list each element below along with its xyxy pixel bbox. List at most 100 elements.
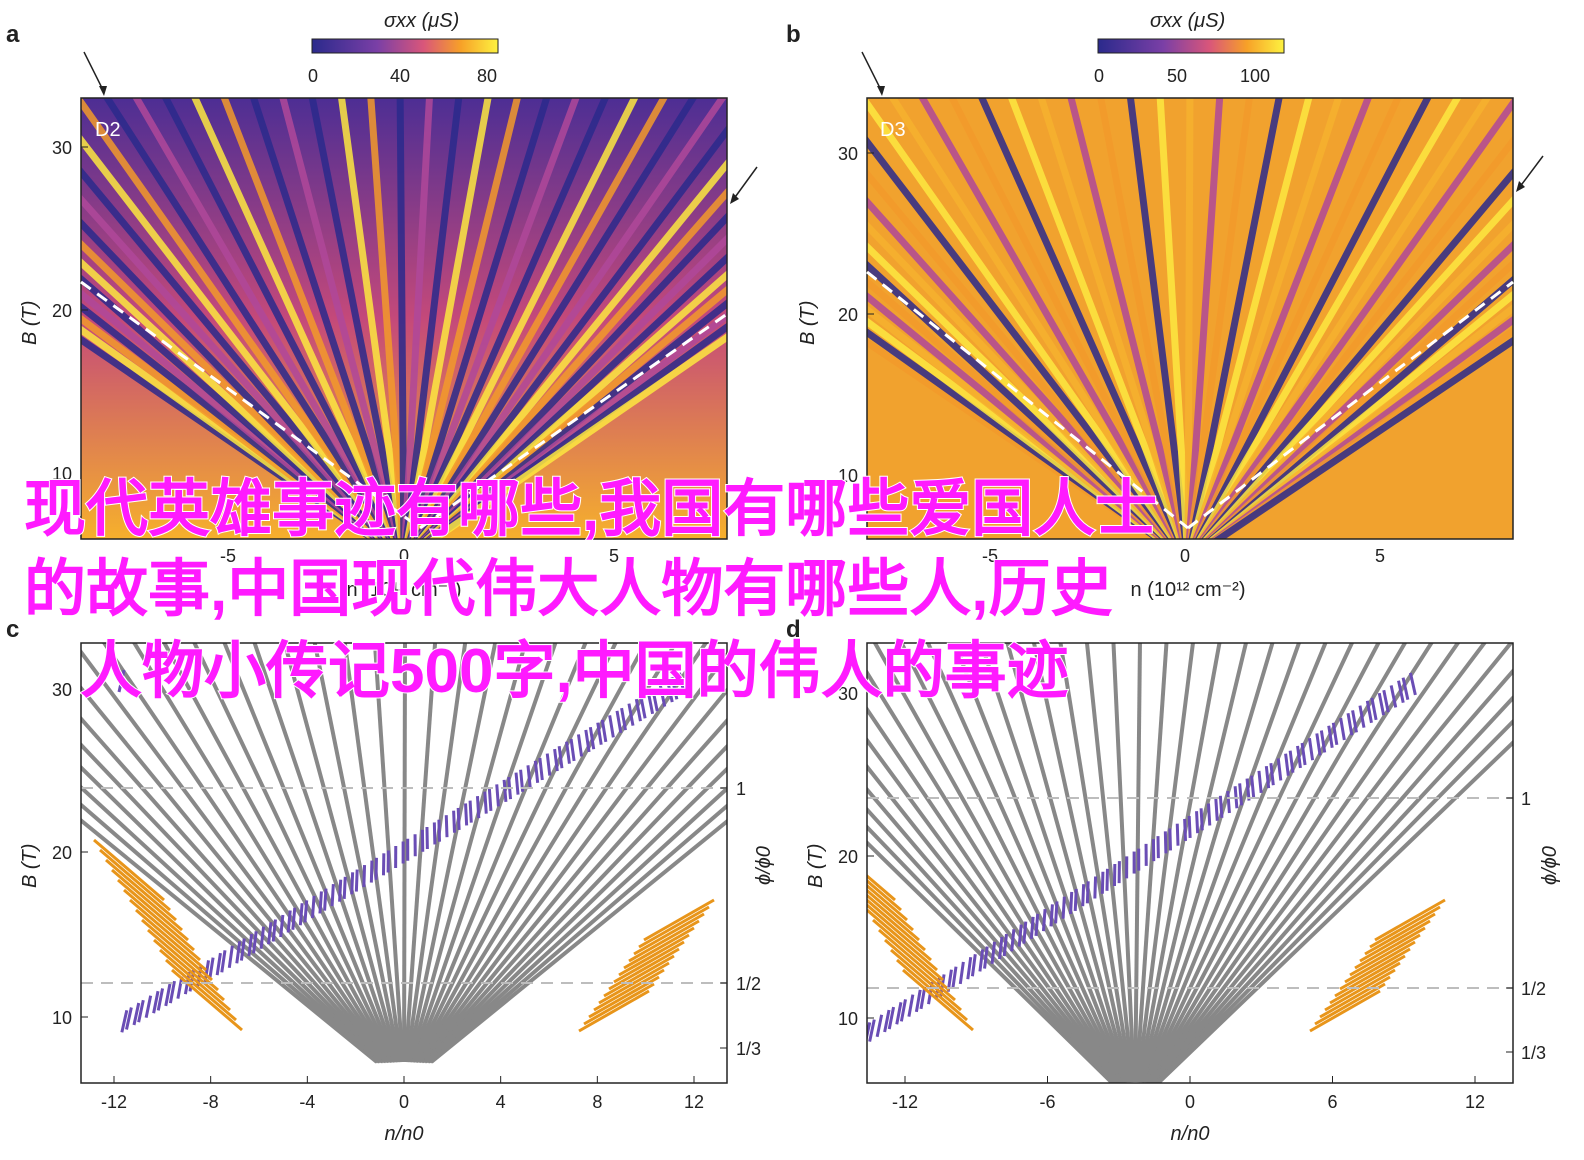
- fan-segment-orange: [638, 905, 710, 949]
- fan-line: [81, 817, 379, 1064]
- fan-segment-purple: [651, 688, 659, 712]
- fan-segment-purple: [475, 796, 481, 819]
- heatmap-ray: [81, 98, 394, 539]
- fan-line: [867, 806, 1116, 1083]
- device-label-b: D3: [880, 119, 906, 141]
- fan-segment-purple: [1245, 778, 1251, 801]
- fan-line: [978, 643, 1130, 1083]
- fan-segment-purple: [1226, 790, 1231, 814]
- fan-segment-purple: [907, 994, 915, 1017]
- fan-segment-orange: [1339, 947, 1411, 991]
- fan-line: [430, 818, 727, 1064]
- fan-segment-purple: [1315, 733, 1322, 756]
- fan-line: [1153, 667, 1513, 1083]
- fan-line: [192, 643, 396, 1063]
- fan-segment-purple: [1307, 738, 1315, 761]
- fan-segment-purple: [156, 988, 165, 1011]
- fan-segment-orange: [159, 948, 231, 1012]
- fan-segment-purple: [1022, 921, 1028, 944]
- fan-segment-orange: [884, 938, 956, 1002]
- heatmap-ray: [1126, 98, 1189, 539]
- heatmap-ray: [867, 260, 1171, 539]
- xlabel-d: n/n0: [1171, 1123, 1210, 1145]
- fan-segment-purple: [1284, 753, 1290, 776]
- xtick-b-5: 5: [1375, 546, 1385, 566]
- fan-segment-purple: [164, 983, 172, 1007]
- xlabel-a: n (10¹² cm⁻²): [347, 579, 462, 601]
- heatmap-ray: [867, 168, 1176, 539]
- fan-segment-orange: [878, 928, 950, 992]
- fan-segment-purple: [875, 1014, 884, 1038]
- heatmap-ray: [867, 136, 1177, 539]
- fan-segment-purple: [1351, 710, 1358, 733]
- heatmap-ray: [220, 98, 400, 539]
- fan-segment-purple: [1183, 818, 1188, 841]
- fan-segment-purple: [1081, 884, 1086, 907]
- fan-segment-purple: [1296, 745, 1302, 769]
- fan-segment-orange: [147, 928, 219, 992]
- ylabel-c: B (T): [19, 844, 41, 888]
- fan-segment-purple: [1093, 876, 1098, 899]
- fan-segment-purple: [303, 900, 309, 923]
- heatmap-ray: [415, 124, 727, 539]
- fan-line: [282, 643, 400, 1063]
- heatmap-ray: [367, 98, 407, 539]
- heatmap-ray: [1184, 98, 1194, 539]
- fan-segment-orange: [613, 940, 685, 984]
- fan-segment-orange: [117, 878, 189, 942]
- fan-line: [101, 643, 391, 1064]
- xtick-label: 0: [399, 1092, 409, 1112]
- heatmap-ray: [1198, 98, 1513, 539]
- dashed-boundary-left-a: [80, 280, 421, 530]
- fan-segment-orange: [1314, 982, 1386, 1026]
- fan-segment-purple: [468, 800, 473, 823]
- fan-line: [342, 643, 404, 1063]
- ylabel-d: B (T): [805, 844, 827, 888]
- fan-segment-orange: [867, 888, 914, 932]
- fan-segment-purple: [125, 1007, 133, 1030]
- fan-segment-purple: [576, 734, 584, 757]
- fan-segment-orange: [165, 958, 237, 1022]
- fan-segment-purple: [1168, 828, 1173, 851]
- fan-line: [925, 643, 1127, 1083]
- rlabel-c: ϕ/ϕ0: [753, 846, 775, 885]
- heatmap-ray: [978, 98, 1183, 539]
- fan-segment-purple: [596, 722, 603, 745]
- overlay-line-3: 人物小传记500字,中国的伟人的事迹: [80, 637, 1069, 706]
- fan-segment-purple: [362, 865, 367, 888]
- xlabel-b: n (10¹² cm⁻²): [1131, 579, 1246, 601]
- fan-segment-purple: [1034, 913, 1040, 937]
- heatmap-ray: [867, 241, 1172, 539]
- fan-segment-orange: [1329, 961, 1401, 1005]
- rlabel-d: ϕ/ϕ0: [1539, 846, 1561, 885]
- fan-segment-orange: [111, 868, 183, 932]
- fan-line: [1156, 718, 1513, 1083]
- fan-segment-purple: [1339, 717, 1346, 741]
- heatmap-ray: [1194, 98, 1432, 539]
- xtick-label: 4: [496, 1092, 506, 1112]
- arrow-icon-b-top: [861, 51, 883, 93]
- fan-segment-orange: [1344, 940, 1416, 984]
- fan-segment-purple: [538, 757, 544, 781]
- fan-line: [872, 643, 1124, 1083]
- fan-segment-purple: [998, 936, 1004, 960]
- fan-segment-purple: [1382, 689, 1390, 713]
- fan-line: [417, 643, 709, 1064]
- fan-segment-purple: [330, 884, 335, 907]
- fan-segment-purple: [247, 933, 254, 957]
- fan-segment-purple: [600, 719, 608, 743]
- fan-segment-orange: [578, 989, 650, 1033]
- arrow-icon-b-right: [1518, 155, 1544, 189]
- heatmap-ray: [396, 98, 408, 539]
- heatmap-ray: [414, 98, 727, 539]
- fan-segment-purple: [1017, 924, 1023, 947]
- heatmap-ray: [1187, 98, 1253, 539]
- fan-segment-purple: [1041, 909, 1047, 932]
- ytick-b-30: 30: [838, 144, 858, 164]
- heatmap-ray: [410, 98, 639, 539]
- fan-segment-purple: [502, 779, 508, 802]
- fan-segment-purple: [1250, 775, 1256, 798]
- overlay-caption: 现代英雄事迹有哪些,我国有哪些爱国人士 的故事,中国现代伟大人物有哪些人,历史 …: [23, 474, 1158, 707]
- fan-segment-purple: [342, 876, 347, 899]
